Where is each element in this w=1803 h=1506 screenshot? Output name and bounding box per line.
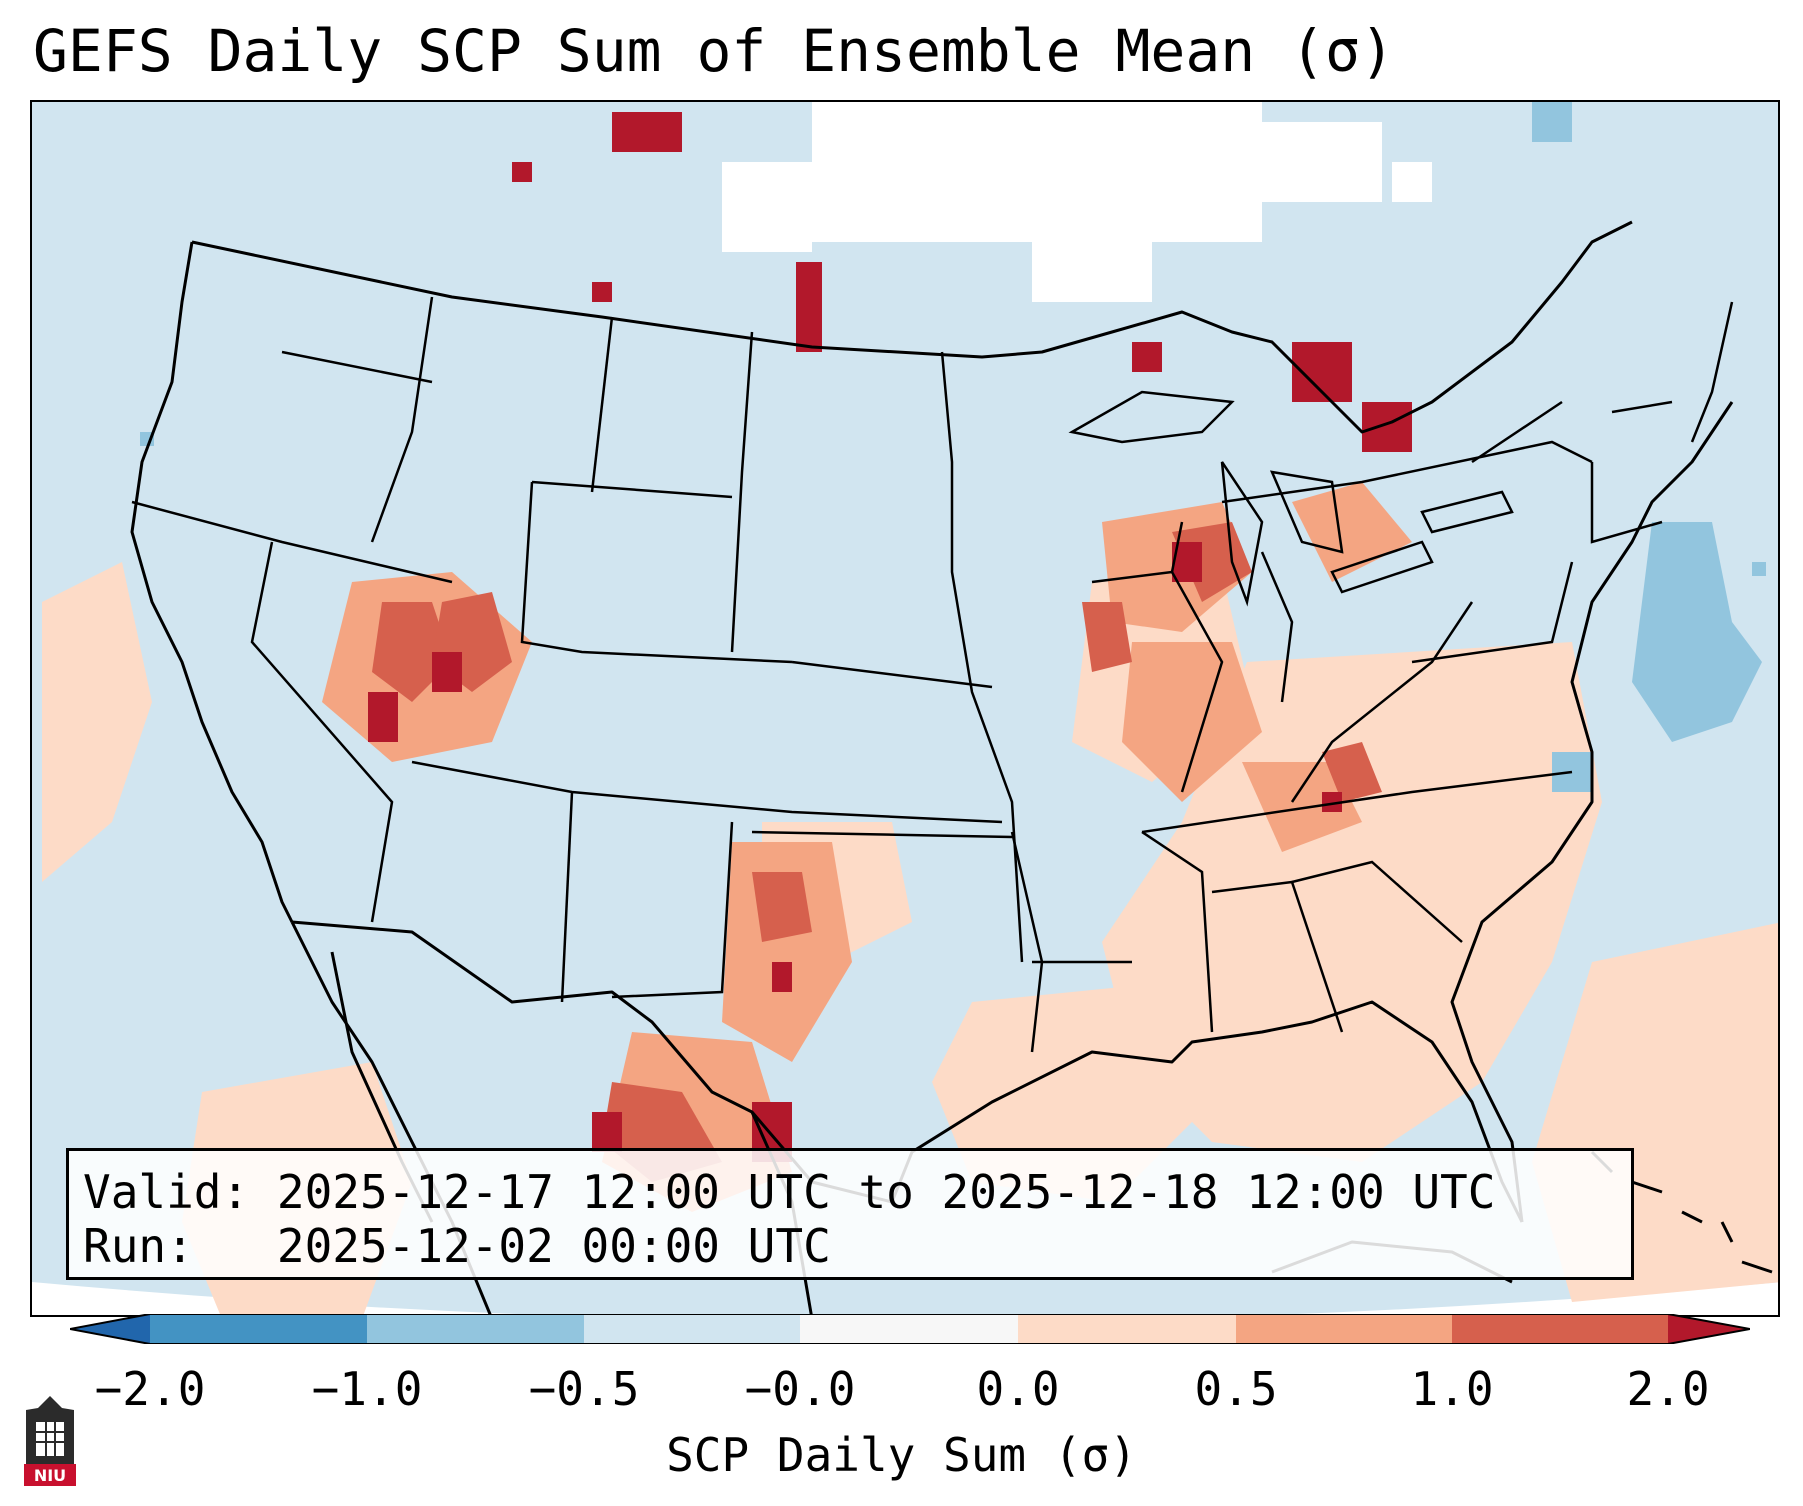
great-lakes [1068, 390, 1514, 607]
state-borders [131, 296, 1734, 1053]
missing-data-region [722, 102, 1432, 302]
us-canada-border [191, 220, 1633, 434]
tick-label: 1.0 [1410, 1362, 1494, 1416]
tick-label: −0.5 [528, 1362, 640, 1416]
run-label: Run: [83, 1219, 194, 1273]
pacific-field [42, 562, 152, 882]
valid-run-box: Valid: 2025-12-17 12:00 UTC to 2025-12-1… [66, 1148, 1634, 1280]
valid-value: 2025-12-17 12:00 UTC to 2025-12-18 12:00… [276, 1165, 1496, 1219]
colorbar-segment [1018, 1314, 1236, 1344]
map-canvas [32, 102, 1778, 1315]
lake-michigan [1220, 461, 1264, 607]
colorbar [70, 1314, 1750, 1344]
svg-text:NIU: NIU [34, 1466, 66, 1485]
colorbar-segment [1236, 1314, 1452, 1344]
colorbar-min-extend [70, 1314, 150, 1344]
colorbar-max-extend [1668, 1314, 1750, 1344]
niu-logo-icon: NIU [24, 1396, 76, 1486]
map-panel[interactable] [30, 100, 1780, 1317]
tick-label: 2.0 [1626, 1362, 1710, 1416]
colorbar-title: SCP Daily Sum (σ) [666, 1428, 1137, 1482]
tick-label: −0.0 [744, 1362, 856, 1416]
run-value: 2025-12-02 00:00 UTC [276, 1219, 831, 1273]
lake-erie [1330, 540, 1434, 594]
southeast-field [1102, 642, 1602, 1162]
colorbar-segment [150, 1314, 367, 1344]
tick-label: −2.0 [94, 1362, 206, 1416]
colorbar-segment [584, 1314, 800, 1344]
east-coast [1450, 401, 1734, 1223]
west-coast [130, 241, 294, 923]
lake-superior [1068, 390, 1235, 444]
lake-huron [1269, 470, 1344, 554]
projection-edge [32, 1282, 1778, 1315]
gulf-coast [890, 1000, 1524, 1223]
tick-label: 0.5 [1194, 1362, 1278, 1416]
tick-label: −1.0 [311, 1362, 423, 1416]
colorbar-segment [800, 1314, 1018, 1344]
colorbar-segment [1452, 1314, 1668, 1344]
colorbar-segment [367, 1314, 584, 1344]
valid-label: Valid: [83, 1165, 250, 1219]
chart-title: GEFS Daily SCP Sum of Ensemble Mean (σ) [33, 17, 1395, 85]
gulf-field [932, 982, 1212, 1202]
tick-label: 0.0 [976, 1362, 1060, 1416]
lake-ontario [1420, 490, 1514, 534]
